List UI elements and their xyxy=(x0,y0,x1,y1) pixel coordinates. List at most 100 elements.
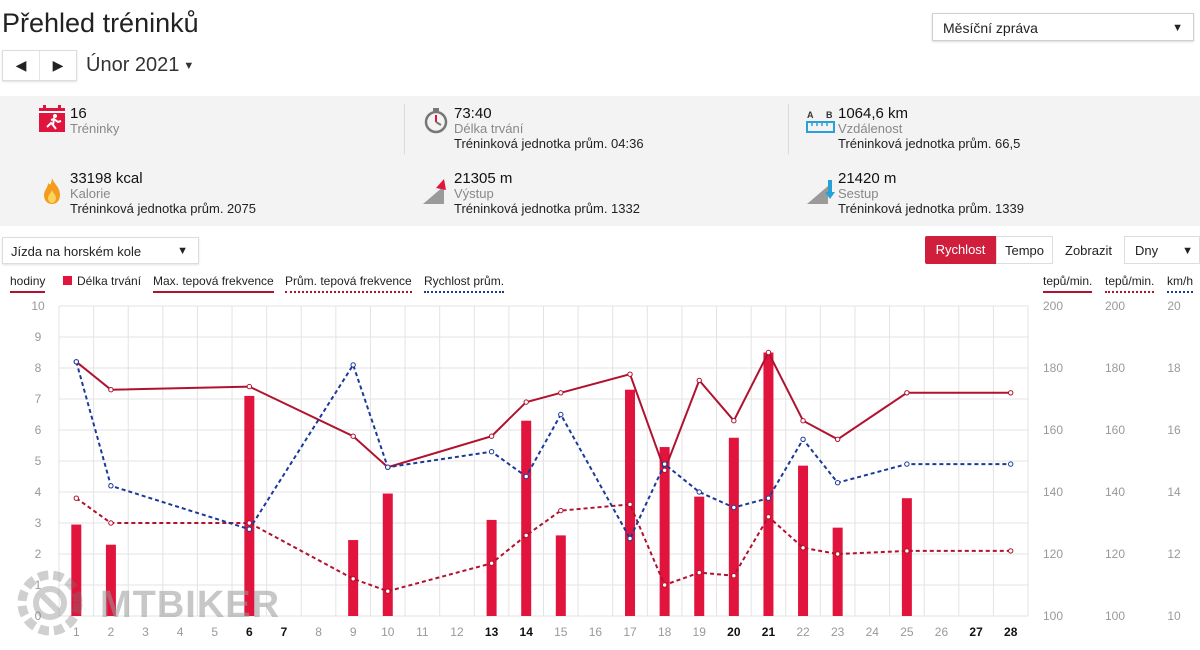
x-tick-label: 10 xyxy=(381,625,395,639)
dot-max-hr xyxy=(108,387,114,393)
legend-max-hr[interactable]: Max. tepová frekvence xyxy=(153,274,274,293)
stat-trainings: 16 Tréninky xyxy=(38,105,368,161)
bar-swatch-icon xyxy=(63,276,72,285)
dot-max-hr xyxy=(558,390,564,396)
page-title: Přehled tréninků xyxy=(2,8,199,38)
chart-legend: hodiny Délka trvání Max. tepová frekvenc… xyxy=(0,274,1200,294)
y-tick-label-hours: 1 xyxy=(35,578,42,592)
bar-duration xyxy=(382,493,393,616)
y-tick-label-hr-max: 100 xyxy=(1043,609,1063,623)
dot-avg-hr xyxy=(246,520,253,526)
stat-calories: 33198 kcal Kalorie Tréninková jednotka p… xyxy=(38,170,368,226)
caret-down-icon: ▼ xyxy=(183,59,195,72)
x-tick-label: 9 xyxy=(350,625,357,639)
dot-avg-hr xyxy=(834,551,841,557)
speed-toggle-button[interactable]: Rychlost xyxy=(925,236,996,264)
svg-text:A: A xyxy=(807,110,814,120)
svg-text:B: B xyxy=(826,110,833,120)
y-tick-label-hours: 8 xyxy=(35,361,42,375)
dot-avg-speed xyxy=(661,461,668,467)
legend-duration[interactable]: Délka trvání xyxy=(63,274,141,291)
x-tick-label: 12 xyxy=(450,625,464,639)
legend-axis-hr-avg: tepů/min. xyxy=(1105,274,1155,293)
dot-avg-speed xyxy=(523,473,529,480)
stat-average: Tréninková jednotka prům. 1339 xyxy=(838,201,1024,216)
calendar-runner-icon xyxy=(39,105,65,132)
dot-avg-speed xyxy=(488,449,495,455)
x-tick-label: 28 xyxy=(1004,625,1018,639)
dot-max-hr xyxy=(523,399,529,405)
y-tick-label-hours: 10 xyxy=(31,299,45,313)
stat-descent: 21420 m Sestup Tréninková jednotka prům.… xyxy=(806,170,1136,226)
dot-max-hr xyxy=(661,467,668,474)
x-tick-label: 11 xyxy=(416,625,429,639)
y-tick-label-hours: 3 xyxy=(35,516,42,530)
bar-duration xyxy=(728,437,739,616)
next-period-button[interactable]: ▶ xyxy=(40,51,76,80)
x-tick-label: 21 xyxy=(762,625,776,639)
dot-max-hr xyxy=(834,436,841,443)
x-tick-label: 4 xyxy=(177,625,184,639)
sport-select[interactable]: Jízda na horském kole ▼ xyxy=(2,237,199,264)
divider xyxy=(404,104,405,154)
y-tick-label-hr-avg: 120 xyxy=(1105,547,1125,561)
report-type-select[interactable]: Měsíční zpráva ▼ xyxy=(932,13,1194,41)
dot-avg-hr xyxy=(800,545,806,551)
x-tick-label: 5 xyxy=(211,625,218,639)
legend-axis-speed: km/h xyxy=(1167,274,1194,293)
sport-select-value: Jízda na horském kole xyxy=(11,244,142,259)
dot-avg-speed xyxy=(73,359,80,365)
flame-icon xyxy=(44,178,60,204)
dot-avg-hr xyxy=(731,573,737,579)
y-tick-label-hours: 7 xyxy=(35,392,42,406)
dot-max-hr xyxy=(627,371,633,377)
dot-avg-hr xyxy=(488,560,495,566)
period-select[interactable]: Únor 2021 ▼ xyxy=(86,54,194,77)
legend-avg-hr[interactable]: Prům. tepová frekvence xyxy=(285,274,412,293)
y-tick-label-speed: 16 xyxy=(1167,423,1181,437)
x-tick-label: 7 xyxy=(281,625,288,639)
x-tick-label: 26 xyxy=(935,625,949,639)
x-tick-label: 16 xyxy=(589,625,603,639)
y-tick-label-hr-max: 160 xyxy=(1043,423,1063,437)
triangle-left-icon: ◀ xyxy=(15,57,27,73)
dot-avg-speed xyxy=(765,495,772,501)
stopwatch-icon xyxy=(424,108,448,134)
bar-duration xyxy=(105,544,116,616)
stat-label: Výstup xyxy=(454,186,494,201)
x-tick-label: 20 xyxy=(727,625,741,639)
y-tick-label-hr-avg: 160 xyxy=(1105,423,1125,437)
x-tick-label: 6 xyxy=(246,625,253,639)
y-tick-label-hr-avg: 180 xyxy=(1105,361,1125,375)
dot-avg-hr xyxy=(385,588,391,594)
report-type-value: Měsíční zpráva xyxy=(943,20,1038,36)
dot-max-hr xyxy=(488,433,495,439)
bar-duration xyxy=(521,420,532,616)
y-tick-label-speed: 14 xyxy=(1167,485,1181,499)
stat-label: Tréninky xyxy=(70,121,120,136)
dot-avg-speed xyxy=(731,504,737,511)
period-nav: ◀ ▶ xyxy=(2,50,77,81)
pace-toggle-button[interactable]: Tempo xyxy=(996,236,1053,264)
y-tick-label-hr-max: 120 xyxy=(1043,547,1063,561)
legend-hours-axis: hodiny xyxy=(10,274,46,293)
bar-duration xyxy=(763,352,774,616)
y-tick-label-hours: 9 xyxy=(35,330,42,344)
dot-avg-speed xyxy=(904,461,910,467)
x-tick-label: 17 xyxy=(623,625,637,639)
dot-avg-speed xyxy=(108,483,114,489)
dot-avg-hr xyxy=(627,501,633,508)
legend-axis-hr-max: tepů/min. xyxy=(1043,274,1093,293)
granularity-select[interactable]: Dny ▼ xyxy=(1124,236,1200,264)
dot-max-hr xyxy=(904,390,910,396)
descent-icon xyxy=(807,180,835,204)
prev-period-button[interactable]: ◀ xyxy=(3,51,40,80)
dot-avg-speed xyxy=(558,411,564,418)
x-tick-label: 25 xyxy=(900,625,914,639)
y-tick-label-hr-avg: 200 xyxy=(1105,299,1125,313)
dot-avg-hr xyxy=(523,532,529,539)
legend-avg-speed[interactable]: Rychlost prům. xyxy=(424,274,505,293)
y-tick-label-hr-avg: 100 xyxy=(1105,609,1125,623)
stat-value: 21420 m xyxy=(838,170,897,187)
ruler-ab-icon: A B xyxy=(806,110,835,133)
